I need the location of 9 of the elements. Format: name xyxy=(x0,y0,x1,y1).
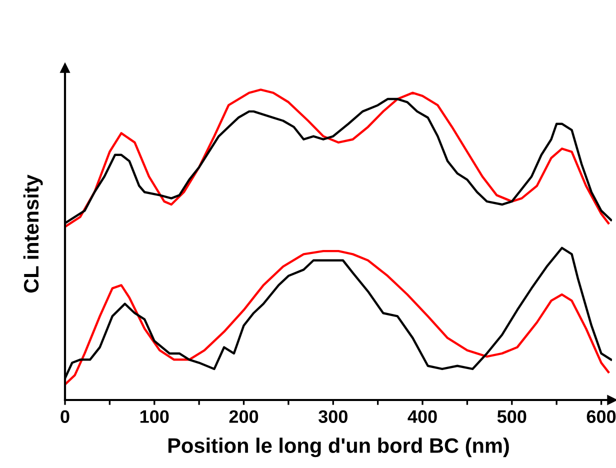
y-axis-title: CL intensity xyxy=(23,174,43,293)
x-tick-label: 200 xyxy=(229,410,258,423)
x-tick-label: 600 xyxy=(586,410,616,423)
x-tick-label: 0 xyxy=(60,410,70,423)
x-axis-title: Position le long d'un bord BC (nm) xyxy=(168,438,509,458)
x-tick-label: 100 xyxy=(140,410,169,423)
x-tick-label: 500 xyxy=(497,410,526,423)
x-tick-label: 300 xyxy=(318,410,348,424)
x-tick-label: 400 xyxy=(408,410,437,423)
